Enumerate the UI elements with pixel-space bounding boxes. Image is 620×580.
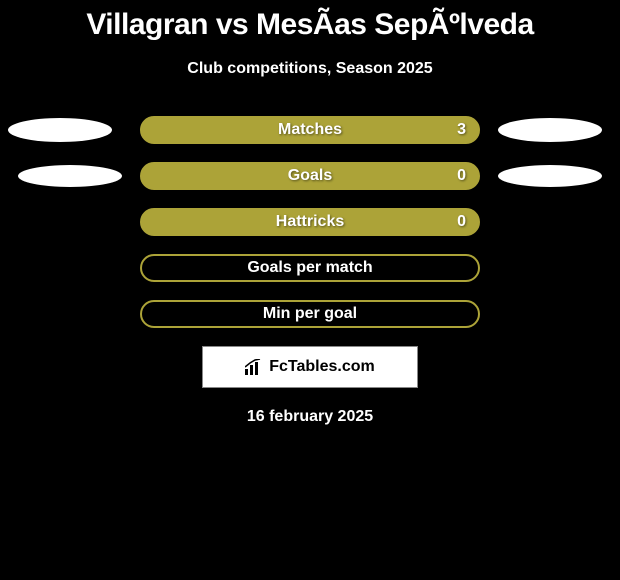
stat-label: Min per goal: [263, 305, 357, 323]
stat-row: Goals per match: [0, 254, 620, 282]
stat-row: Goals 0: [0, 162, 620, 190]
page-title: Villagran vs MesÃ­as SepÃºlveda: [0, 8, 620, 42]
logo-box: FcTables.com: [202, 346, 418, 388]
player-left-marker: [18, 165, 122, 187]
stat-value: 3: [457, 121, 466, 139]
player-left-marker: [8, 118, 112, 142]
stat-row: Hattricks 0: [0, 208, 620, 236]
stat-bar-min-per-goal: Min per goal: [140, 300, 480, 328]
stat-row: Min per goal: [0, 300, 620, 328]
chart-icon: [245, 359, 265, 375]
player-right-marker: [498, 165, 602, 187]
stat-bar-goals: Goals 0: [140, 162, 480, 190]
stat-label: Hattricks: [276, 213, 344, 231]
stat-label: Goals per match: [247, 259, 372, 277]
stat-value: 0: [457, 167, 466, 185]
logo-label: FcTables.com: [269, 358, 375, 376]
stat-label: Matches: [278, 121, 342, 139]
logo-text: FcTables.com: [245, 358, 375, 376]
stat-row: Matches 3: [0, 116, 620, 144]
stat-value: 0: [457, 213, 466, 231]
stats-list: Matches 3 Goals 0 Hattricks 0 Goals per …: [0, 116, 620, 328]
date-label: 16 february 2025: [0, 408, 620, 426]
stat-bar-hattricks: Hattricks 0: [140, 208, 480, 236]
stat-label: Goals: [288, 167, 332, 185]
player-right-marker: [498, 118, 602, 142]
subtitle: Club competitions, Season 2025: [0, 60, 620, 78]
stat-bar-goals-per-match: Goals per match: [140, 254, 480, 282]
main-container: Villagran vs MesÃ­as SepÃºlveda Club com…: [0, 0, 620, 426]
stat-bar-matches: Matches 3: [140, 116, 480, 144]
